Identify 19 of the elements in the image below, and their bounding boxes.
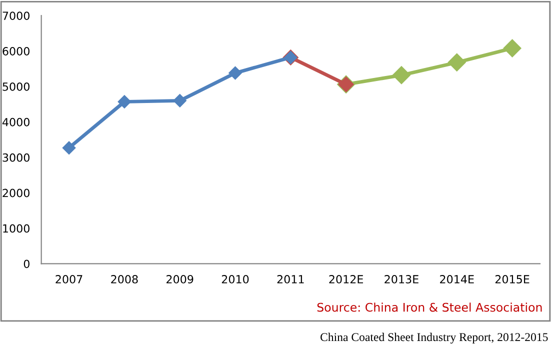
x-tick-label: 2007 — [56, 275, 82, 284]
y-tick-label: 3000 — [2, 153, 30, 162]
x-tick-label: 2013E — [384, 275, 418, 284]
x-tick-label: 2014E — [440, 275, 474, 284]
y-tick-label: 0 — [24, 260, 30, 268]
x-tick-label: 2015E — [495, 275, 530, 284]
x-tick-label: 2012E — [329, 275, 363, 284]
y-tick-label: 4000 — [2, 118, 30, 126]
y-tick-label: 2000 — [2, 188, 30, 198]
y-tick-label: 5000 — [2, 82, 30, 91]
text: China Coated Sheet Industry Report, 2012-2015 — [320, 332, 548, 344]
x-tick-label: 2009 — [166, 275, 194, 284]
x-tick-label: 2010 — [222, 275, 249, 284]
x-tick-label: 2008 — [111, 275, 138, 284]
source-note: Source: China Iron & Steel Association — [317, 302, 542, 312]
y-tick-label: 1000 — [3, 224, 30, 233]
x-tick-label: 2011 — [277, 275, 304, 284]
y-tick-label: 6000 — [2, 47, 30, 56]
y-tick-label: 7000 — [2, 12, 30, 20]
